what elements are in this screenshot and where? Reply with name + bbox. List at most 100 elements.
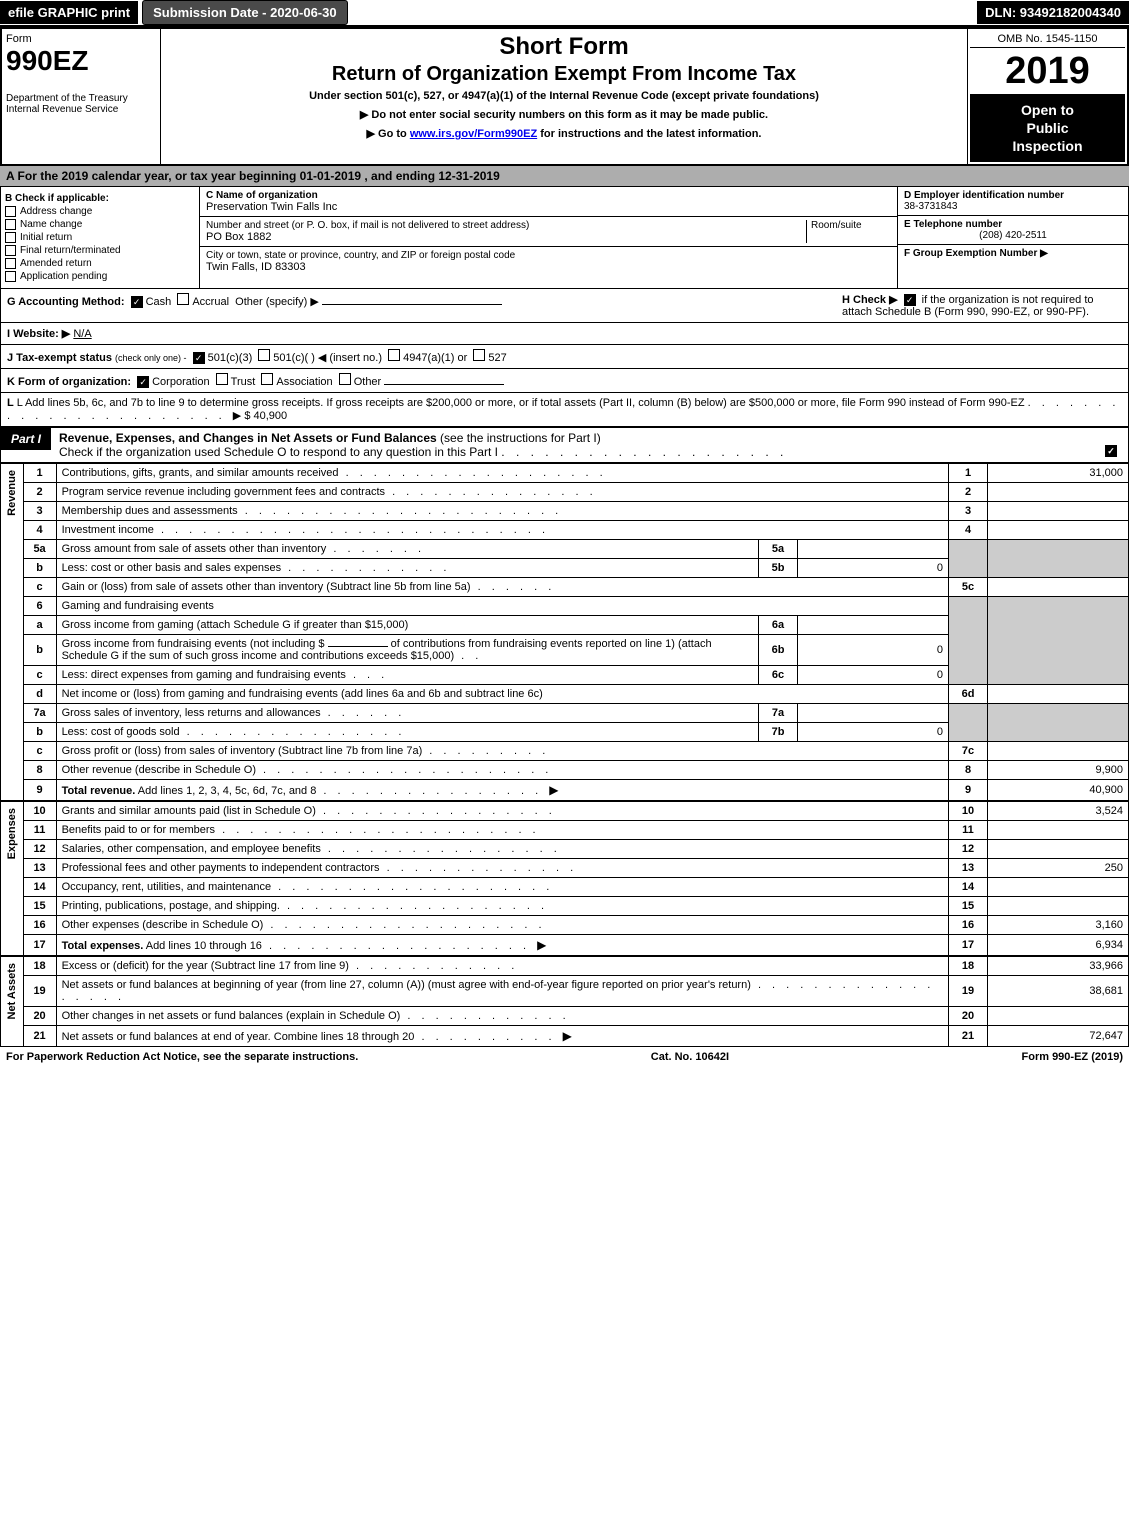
check-amended[interactable]: Amended return [5,258,195,269]
check-final-return[interactable]: Final return/terminated [5,245,195,256]
submission-date-button[interactable]: Submission Date - 2020-06-30 [142,0,348,25]
line-9: 9 Total revenue. Total revenue. Add line… [23,780,1128,801]
net-assets-section: Net Assets 18 Excess or (deficit) for th… [0,956,1129,1047]
check-part1-schedule-o[interactable]: ✓ [1105,445,1117,457]
department-label: Department of the Treasury [6,93,156,104]
check-accrual[interactable] [177,293,189,305]
org-name-row: C Name of organization Preservation Twin… [200,187,897,217]
net-assets-table: 18 Excess or (deficit) for the year (Sub… [23,956,1129,1047]
line-l: L L Add lines 5b, 6c, and 7b to line 9 t… [0,393,1129,427]
line-6: 6 Gaming and fundraising events [23,597,1128,616]
line-19: 19 Net assets or fund balances at beginn… [23,976,1128,1007]
header-right: OMB No. 1545-1150 2019 Open to Public In… [968,29,1127,164]
section-b: B Check if applicable: Address change Na… [1,187,200,289]
open-line3: Inspection [972,137,1123,155]
i-label: I Website: ▶ [7,328,70,340]
revenue-section: Revenue 1 Contributions, gifts, grants, … [0,463,1129,801]
line-14: 14 Occupancy, rent, utilities, and maint… [23,878,1128,897]
footer: For Paperwork Reduction Act Notice, see … [0,1047,1129,1067]
addr-label: Number and street (or P. O. box, if mail… [206,220,806,231]
footer-left: For Paperwork Reduction Act Notice, see … [6,1051,358,1063]
check-initial-return[interactable]: Initial return [5,232,195,243]
line-21: 21 Net assets or fund balances at end of… [23,1026,1128,1047]
line-17: 17 Total expenses. Add lines 10 through … [23,935,1128,956]
net-assets-side-label: Net Assets [0,956,23,1047]
line-j: J Tax-exempt status (check only one) - ✓… [0,345,1129,369]
check-h[interactable]: ✓ [904,294,916,306]
c-label: C Name of organization [206,190,891,201]
form-header: Form 990EZ Department of the Treasury In… [0,27,1129,166]
line-3: 3 Membership dues and assessments . . . … [23,502,1128,521]
open-to-public: Open to Public Inspection [970,95,1125,162]
check-501c3[interactable]: ✓ [193,352,205,364]
g-label: G Accounting Method: [7,296,125,308]
part1-title: Revenue, Expenses, and Changes in Net As… [51,428,1128,462]
check-other-org[interactable] [339,373,351,385]
check-app-pending[interactable]: Application pending [5,271,195,282]
check-cash[interactable]: ✓ [131,296,143,308]
expenses-side-label: Expenses [0,801,23,956]
line-11: 11 Benefits paid to or for members . . .… [23,821,1128,840]
line-13: 13 Professional fees and other payments … [23,859,1128,878]
check-name-change[interactable]: Name change [5,219,195,230]
line-h: H Check ▶ ✓ if the organization is not r… [842,293,1122,318]
line-18: 18 Excess or (deficit) for the year (Sub… [23,957,1128,976]
check-trust[interactable] [216,373,228,385]
line-16: 16 Other expenses (describe in Schedule … [23,916,1128,935]
e-label: E Telephone number [904,219,1122,230]
line-1: 1 Contributions, gifts, grants, and simi… [23,464,1128,483]
org-section: B Check if applicable: Address change Na… [0,187,1129,290]
city-row: City or town, state or province, country… [200,247,897,276]
footer-mid: Cat. No. 10642I [651,1051,729,1063]
j-label: J Tax-exempt status [7,352,112,364]
check-corp[interactable]: ✓ [137,376,149,388]
line-12: 12 Salaries, other compensation, and emp… [23,840,1128,859]
line-2: 2 Program service revenue including gove… [23,483,1128,502]
check-4947[interactable] [388,349,400,361]
open-line2: Public [972,119,1123,137]
irs-label: Internal Revenue Service [6,104,156,115]
line-8: 8 Other revenue (describe in Schedule O)… [23,761,1128,780]
goto-suffix: for instructions and the latest informat… [540,128,761,140]
l-text: L Add lines 5b, 6c, and 7b to line 9 to … [17,397,1025,409]
no-ssn-line: ▶ Do not enter social security numbers o… [169,108,959,121]
section-d: D Employer identification number 38-3731… [898,187,1128,289]
footer-right: Form 990-EZ (2019) [1022,1051,1124,1063]
check-527[interactable] [473,349,485,361]
phone-block: E Telephone number (208) 420-2511 [898,216,1128,245]
form-number: 990EZ [6,47,156,75]
line-15: 15 Printing, publications, postage, and … [23,897,1128,916]
revenue-table: 1 Contributions, gifts, grants, and simi… [23,463,1129,801]
check-address-change[interactable]: Address change [5,206,195,217]
part1-label: Part I [1,428,51,450]
check-assoc[interactable] [261,373,273,385]
l-arrow: ▶ $ [233,410,251,422]
line-7c: c Gross profit or (loss) from sales of i… [23,742,1128,761]
ein-block: D Employer identification number 38-3731… [898,187,1128,216]
top-bar: efile GRAPHIC print Submission Date - 20… [0,0,1129,27]
line-7a: 7a Gross sales of inventory, less return… [23,704,1128,723]
subtitle: Under section 501(c), 527, or 4947(a)(1)… [169,90,959,102]
l-amount: 40,900 [254,410,288,422]
line-i: I Website: ▶ N/A [0,323,1129,345]
omb-number: OMB No. 1545-1150 [970,31,1125,48]
line-4: 4 Investment income . . . . . . . . . . … [23,521,1128,540]
d-label: D Employer identification number [904,190,1122,201]
expenses-table: 10 Grants and similar amounts paid (list… [23,801,1129,956]
efile-label: efile GRAPHIC print [0,1,138,24]
goto-prefix: ▶ Go to [367,128,410,140]
ein-value: 38-3731843 [904,201,1122,212]
room-label: Room/suite [806,220,891,243]
dln-label: DLN: 93492182004340 [977,1,1129,24]
header-left: Form 990EZ Department of the Treasury In… [2,29,161,164]
part1-bar: Part I Revenue, Expenses, and Changes in… [0,427,1129,463]
check-501c[interactable] [258,349,270,361]
line-g: G Accounting Method: ✓Cash Accrual Other… [7,293,502,318]
line-5a: 5a Gross amount from sale of assets othe… [23,540,1128,559]
revenue-side-label: Revenue [0,463,23,801]
form-word: Form [6,33,156,45]
irs-link[interactable]: www.irs.gov/Form990EZ [410,128,537,140]
tax-year: 2019 [970,48,1125,95]
line-5c: c Gain or (loss) from sale of assets oth… [23,578,1128,597]
f-label: F Group Exemption Number ▶ [904,248,1048,259]
